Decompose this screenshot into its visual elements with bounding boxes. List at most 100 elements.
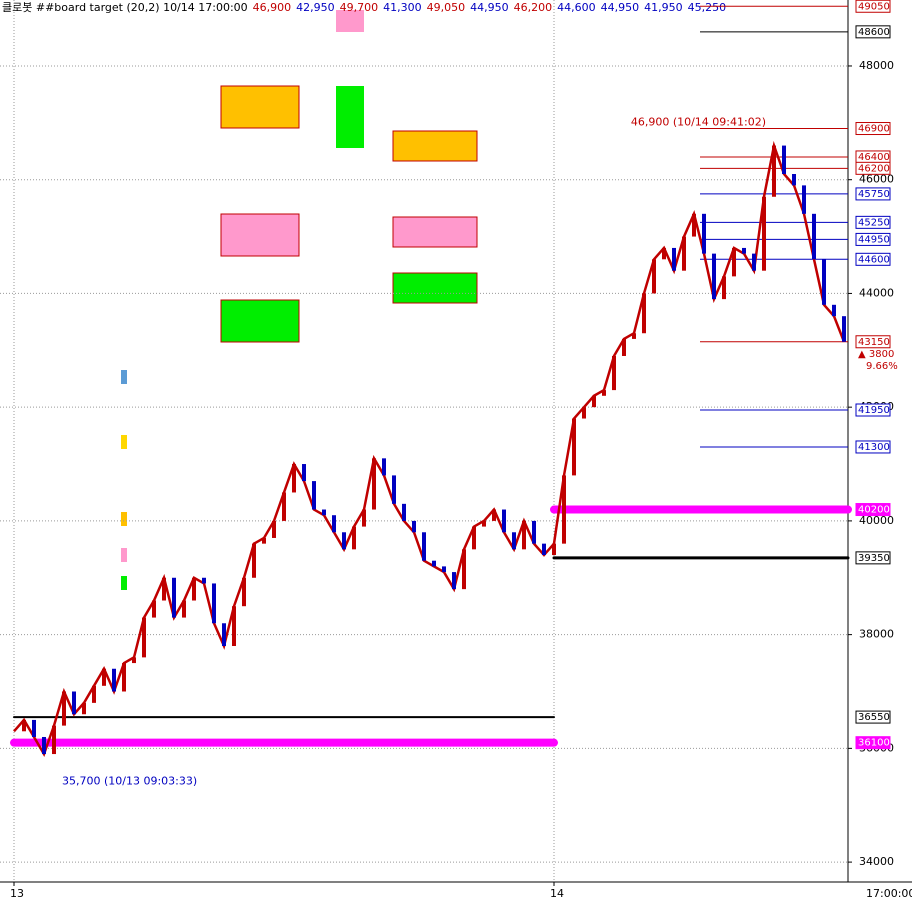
candle [672, 247, 676, 271]
candle [402, 503, 406, 521]
candle [682, 236, 686, 271]
level-label-box [855, 710, 891, 724]
level-label-box [855, 122, 891, 136]
candle [32, 719, 36, 737]
change: ▲ 3800 [858, 349, 894, 360]
candle [462, 549, 466, 590]
header-title: 클로봇 ##board target (20,2) 10/14 17:00:00 [2, 1, 248, 14]
candle [592, 395, 596, 408]
candle [362, 509, 366, 527]
level-label: 46200 [858, 163, 890, 174]
time-label: 17:00:00 [866, 887, 912, 900]
header-quote: 44,950 [470, 1, 509, 14]
candle [812, 213, 816, 260]
candle [312, 481, 316, 510]
header: 클로봇 ##board target (20,2) 10/14 17:00:00… [2, 1, 726, 14]
level-label: 36550 [858, 712, 890, 723]
change-percent: 9.66% [866, 361, 898, 372]
candle [392, 475, 396, 504]
candle [122, 663, 126, 692]
candle [422, 532, 426, 561]
candle [132, 657, 136, 664]
candle [222, 623, 226, 647]
level-label: 49050 [858, 1, 890, 12]
candle [582, 407, 586, 419]
level-label-box [855, 0, 891, 13]
level-label: 44950 [858, 234, 890, 245]
candle [572, 418, 576, 476]
level-label-box [855, 232, 891, 246]
candle [712, 253, 716, 300]
header-quote: 42,950 [296, 1, 335, 14]
header-quote: 46,200 [514, 1, 553, 14]
candle [162, 577, 166, 601]
y-tick-label: 40000 [859, 514, 894, 527]
candle [252, 543, 256, 578]
header-quote: 49,700 [340, 1, 379, 14]
candle [732, 247, 736, 277]
candle [302, 464, 306, 482]
header-quote: 49,050 [427, 1, 466, 14]
candle [52, 725, 56, 755]
y-tick-label: 48000 [859, 59, 894, 72]
candle [352, 526, 356, 550]
candle [822, 259, 826, 305]
candle [142, 617, 146, 658]
level-label-box [855, 503, 891, 517]
level-label: 44600 [858, 254, 890, 265]
y-tick-label: 46000 [859, 173, 894, 186]
y-tick-label: 34000 [859, 855, 894, 868]
level-label: 39350 [858, 553, 890, 564]
candle [722, 276, 726, 300]
candle [82, 702, 86, 715]
candle [552, 543, 556, 556]
candle [232, 606, 236, 647]
x-tick-label: 14 [550, 887, 564, 900]
candle [332, 515, 336, 533]
candle [542, 543, 546, 556]
candle [482, 520, 486, 527]
annotation: 35,700 (10/13 09:03:33) [62, 774, 197, 787]
level-label: 45750 [858, 189, 890, 200]
level-label-box [855, 440, 891, 454]
level-label: 43150 [858, 337, 890, 348]
candle [752, 253, 756, 271]
x-tick-label: 13 [10, 887, 24, 900]
candle [212, 583, 216, 624]
candle [772, 145, 776, 197]
candle [322, 509, 326, 516]
candle [92, 685, 96, 703]
header-quote: 41,300 [383, 1, 422, 14]
candle [152, 600, 156, 618]
candle [282, 492, 286, 521]
candle [632, 333, 636, 339]
candle [72, 691, 76, 715]
candle [492, 509, 496, 521]
candle [412, 520, 416, 533]
candle [742, 247, 746, 254]
level-label-box [855, 25, 891, 39]
candle [832, 304, 836, 317]
level-label: 41950 [858, 405, 890, 416]
candle [102, 668, 106, 686]
level-label-box [855, 252, 891, 266]
indicator-boxes [121, 10, 478, 590]
level-label: 46400 [858, 152, 890, 163]
level-label: 41300 [858, 442, 890, 453]
candle [272, 520, 276, 538]
candle [792, 174, 796, 186]
candle [202, 577, 206, 584]
candle [692, 213, 696, 237]
level-label-box [855, 215, 891, 229]
level-label-box [855, 187, 891, 201]
candle [262, 537, 266, 544]
header-quote: 44,600 [557, 1, 596, 14]
candle [602, 390, 606, 396]
level-label-box [855, 551, 891, 565]
candle [62, 691, 66, 726]
candle [502, 509, 506, 533]
candle [42, 736, 46, 755]
header-quote: 44,950 [601, 1, 640, 14]
level-label: 36100 [858, 738, 890, 749]
